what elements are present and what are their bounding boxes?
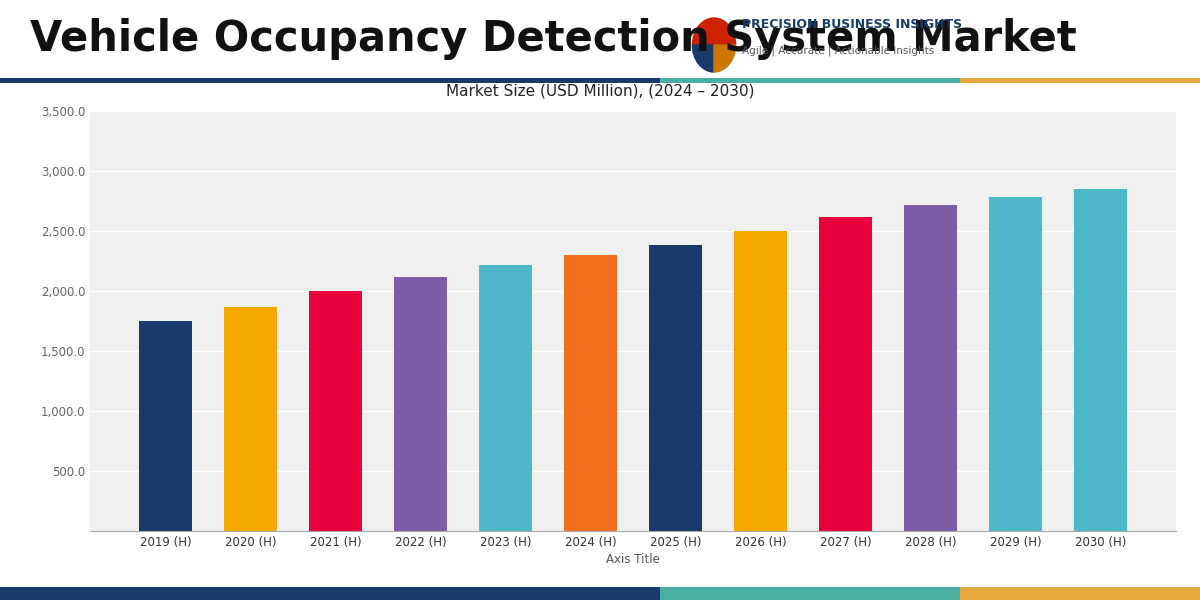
Bar [479, 265, 532, 531]
Bar [904, 205, 956, 531]
Bar [395, 277, 446, 531]
Bar [734, 231, 787, 531]
Bar [564, 255, 617, 531]
Text: Vehicle Occupancy Detection System Market: Vehicle Occupancy Detection System Marke… [30, 18, 1076, 60]
Bar [224, 307, 277, 531]
Bar [310, 291, 362, 531]
X-axis label: Axis Title: Axis Title [606, 553, 660, 566]
Wedge shape [692, 18, 736, 45]
Text: Market Size (USD Million), (2024 – 2030): Market Size (USD Million), (2024 – 2030) [445, 84, 755, 99]
Text: PRECISION BUSINESS INSIGHTS: PRECISION BUSINESS INSIGHTS [742, 18, 961, 31]
Wedge shape [714, 45, 736, 72]
Bar [820, 217, 871, 531]
Bar [0, 76, 660, 85]
Bar [989, 197, 1042, 531]
Bar [649, 245, 702, 531]
Text: Agile | Accurate | Actionable Insights: Agile | Accurate | Actionable Insights [742, 45, 934, 55]
Bar [660, 76, 960, 85]
Wedge shape [692, 45, 714, 72]
Bar [139, 321, 192, 531]
Bar [960, 580, 1200, 600]
Bar [960, 76, 1200, 85]
Bar [1074, 189, 1127, 531]
Bar [660, 580, 960, 600]
Bar [0, 580, 660, 600]
